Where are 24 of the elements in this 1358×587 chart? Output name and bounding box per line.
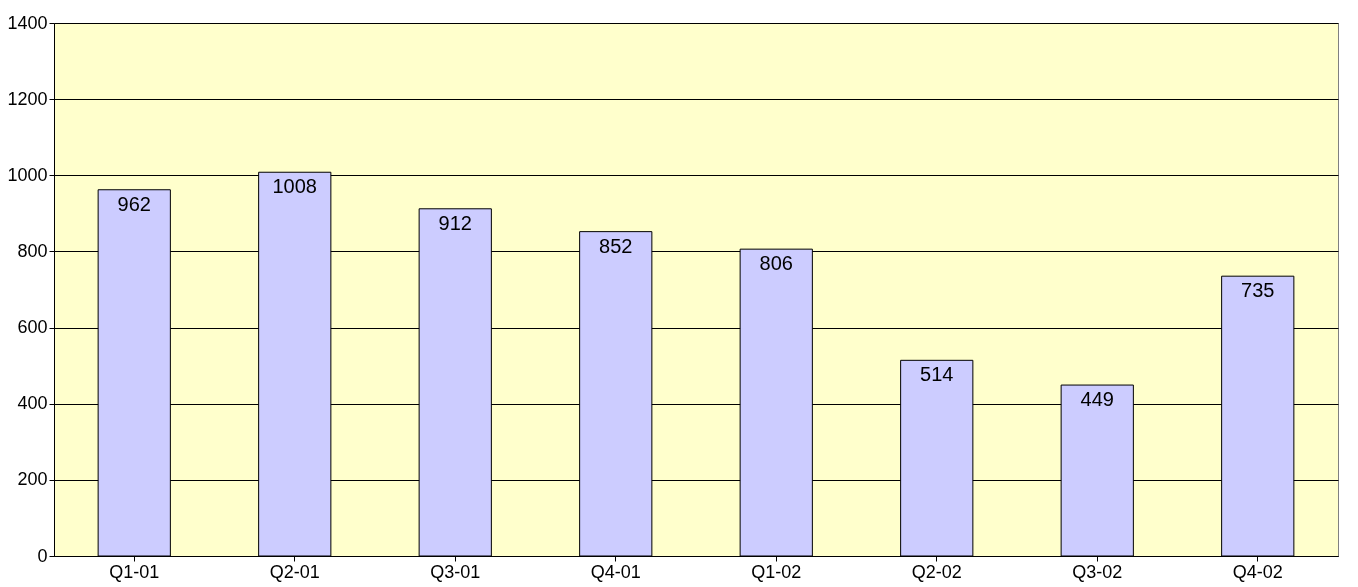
y-tick-label: 600 [17,317,48,338]
y-tick-label: 1200 [7,88,48,109]
y-tick-label: 1000 [7,164,48,185]
x-tick-label: Q2-02 [911,561,962,582]
data-label: 514 [920,363,954,386]
x-tick-label: Q4-01 [590,561,641,582]
x-tick-label: Q3-01 [430,561,481,582]
x-tick-label: Q3-02 [1072,561,1123,582]
x-tick-label: Q1-02 [751,561,802,582]
x-tick-label: Q1-01 [109,561,160,582]
x-tick-label: Q4-02 [1232,561,1283,582]
data-label: 962 [117,192,151,215]
data-label: 1008 [272,175,317,198]
y-tick-label: 1400 [7,12,48,33]
y-tick-label: 400 [17,393,48,414]
y-tick-label: 800 [17,240,48,261]
y-tick-label: 0 [37,545,48,566]
y-tick-label: 200 [17,469,48,490]
data-label: 852 [599,234,633,257]
data-label: 806 [759,252,793,275]
data-label: 912 [438,211,472,234]
data-label: 449 [1080,388,1114,411]
x-tick-label: Q2-01 [269,561,320,582]
data-label: 735 [1241,279,1275,302]
